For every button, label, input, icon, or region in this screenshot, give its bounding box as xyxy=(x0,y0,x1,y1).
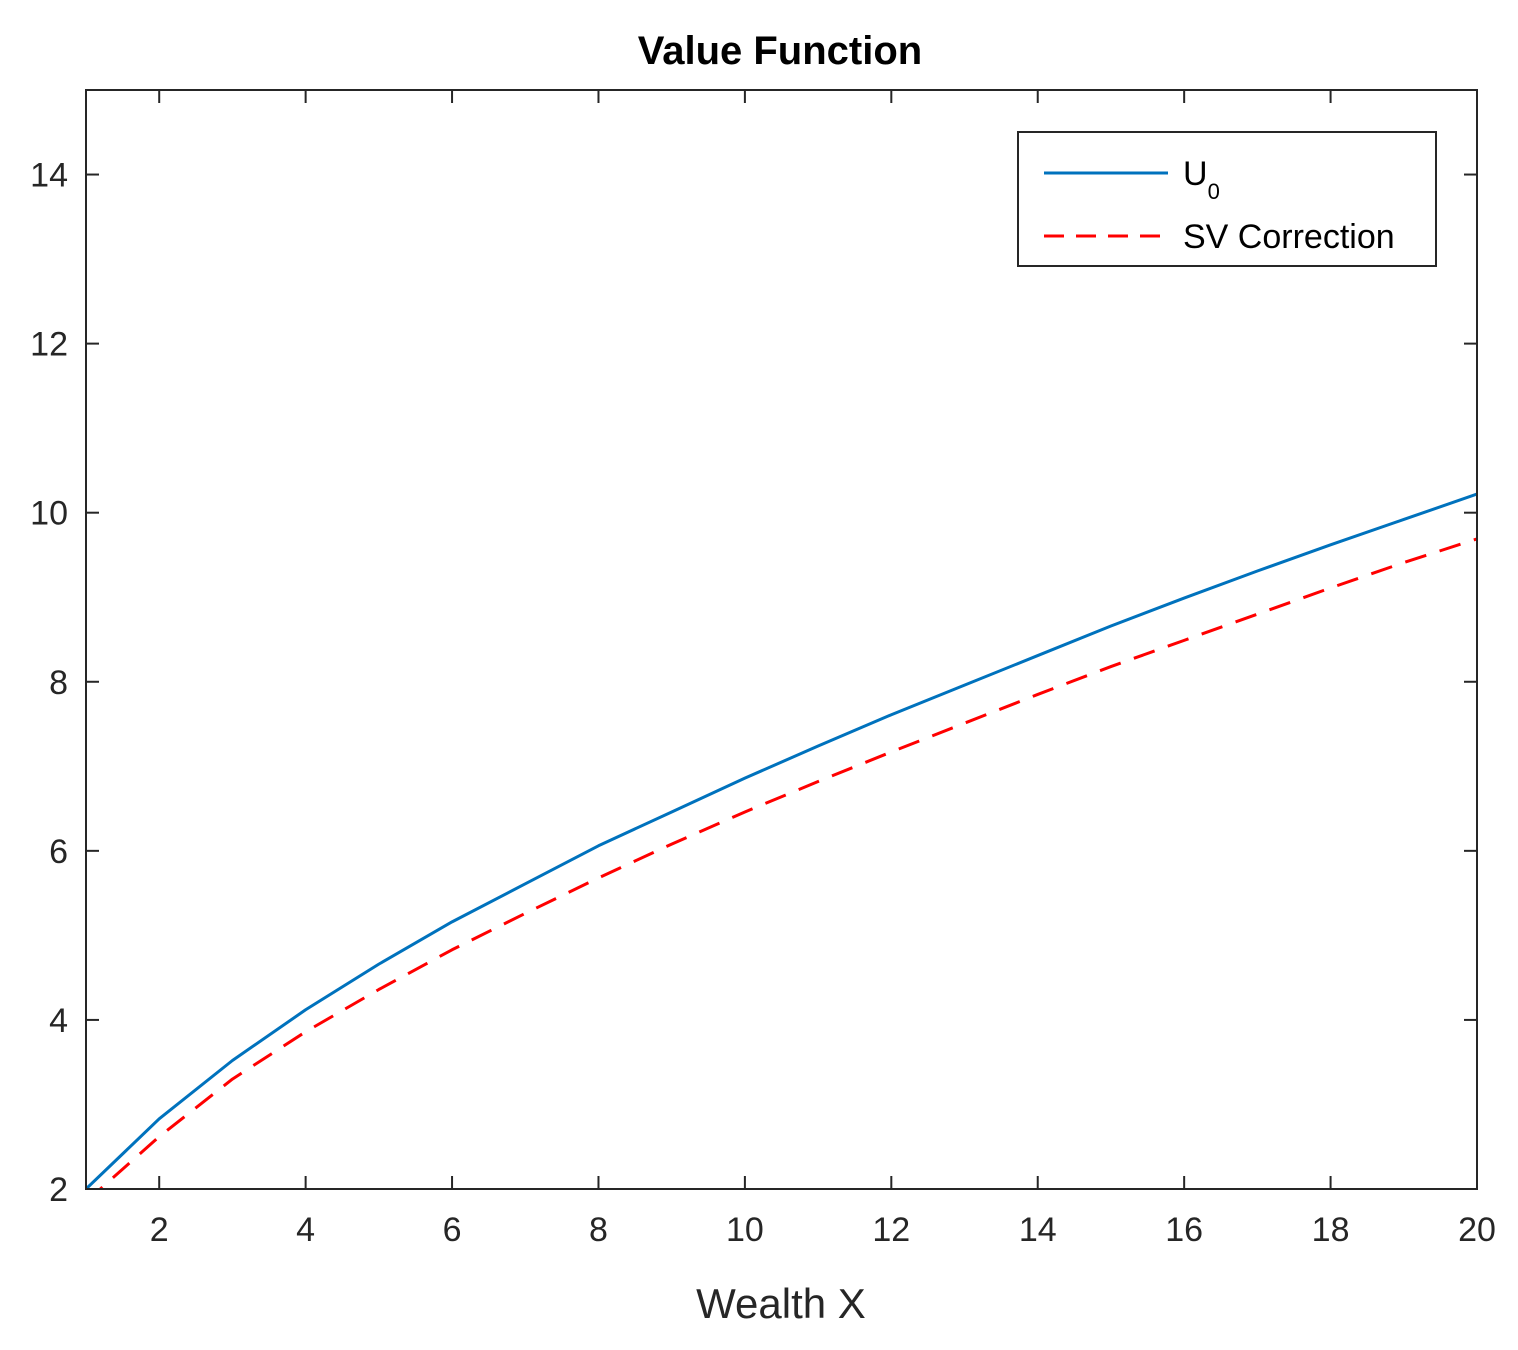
x-tick-label: 4 xyxy=(296,1211,315,1249)
chart-title: Value Function xyxy=(638,29,922,73)
y-tick-label: 12 xyxy=(30,326,68,364)
x-tick-label: 20 xyxy=(1458,1211,1496,1249)
legend-label-u0-main: U xyxy=(1183,155,1208,193)
x-tick-label: 12 xyxy=(872,1211,910,1249)
plot-area-frame xyxy=(85,89,1478,1190)
legend-label-u0-subscript: 0 xyxy=(1208,179,1220,204)
y-tick-label: 4 xyxy=(49,1002,68,1040)
y-tick-label: 10 xyxy=(30,495,68,533)
legend-label-u0: U0 xyxy=(1183,155,1220,204)
y-tick-label: 14 xyxy=(30,157,68,195)
series-line-sv-correction xyxy=(98,537,1477,1189)
x-tick-label: 16 xyxy=(1165,1211,1203,1249)
y-tick-label: 2 xyxy=(49,1171,68,1209)
y-tick-label: 8 xyxy=(49,664,68,702)
tick-labels: 2 4 6 8 10 12 14 16 18 20 2 4 6 8 10 12 14 xyxy=(30,157,1496,1249)
legend-label-sv-correction: SV Correction xyxy=(1183,218,1395,256)
x-tick-label: 18 xyxy=(1312,1211,1350,1249)
x-axis-label: Wealth X xyxy=(696,1280,866,1327)
legend-box xyxy=(1017,131,1437,267)
x-tick-label: 8 xyxy=(589,1211,608,1249)
x-tick-label: 10 xyxy=(726,1211,764,1249)
x-tick-label: 14 xyxy=(1019,1211,1057,1249)
series-line-u xyxy=(86,492,1477,1189)
x-tick-label: 2 xyxy=(150,1211,169,1249)
series-layer xyxy=(86,492,1477,1189)
y-tick-label: 6 xyxy=(49,833,68,871)
x-tick-label: 6 xyxy=(443,1211,462,1249)
legend: U0 SV Correction xyxy=(1017,131,1437,267)
